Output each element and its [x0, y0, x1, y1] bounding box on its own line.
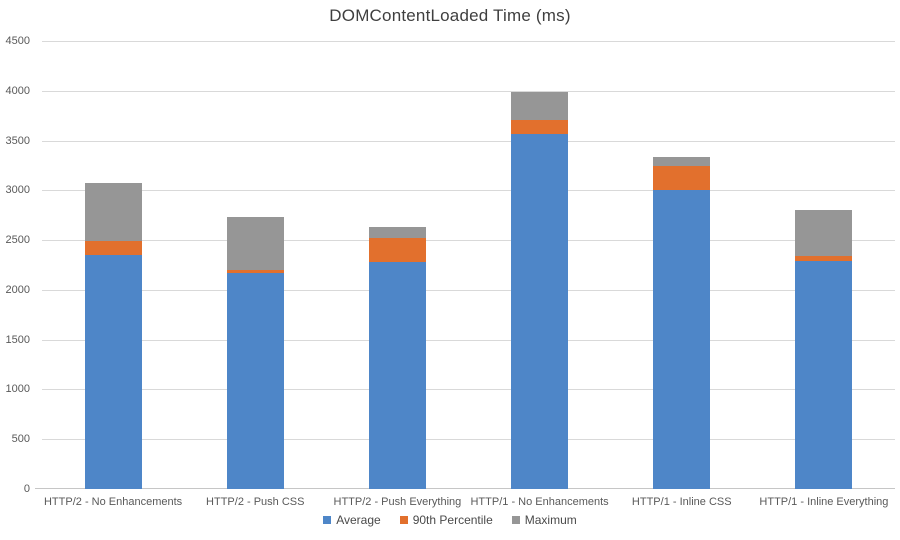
- chart-title: DOMContentLoaded Time (ms): [329, 6, 571, 25]
- y-tick-label-4000: 4000: [5, 84, 30, 97]
- bar-segment-average-3: [368, 262, 426, 489]
- bar-segment-90th-percentile-5: [653, 166, 711, 191]
- bar-segment-average-1: [84, 255, 142, 489]
- y-tick-label-3500: 3500: [5, 134, 30, 147]
- bar-segment-maximum-1: [84, 183, 142, 242]
- y-tick-label-0: 0: [23, 483, 30, 495]
- bar-segment-maximum-5: [653, 156, 711, 167]
- x-axis-line: [35, 488, 895, 489]
- y-tick-label-1500: 1500: [5, 333, 30, 346]
- bar-segment-90th-percentile-2: [226, 269, 284, 273]
- legend-item-maximum: Maximum: [511, 513, 577, 527]
- legend-label: 90th Percentile: [412, 513, 493, 527]
- bar-segment-90th-percentile-6: [795, 256, 853, 262]
- legend-item-average: Average: [323, 513, 381, 527]
- gridline-4000: [42, 90, 895, 92]
- gridline-1000: [42, 389, 895, 391]
- y-tick-label-2500: 2500: [5, 234, 30, 247]
- legend-swatch-icon: [399, 516, 408, 524]
- y-tick-label-2000: 2000: [5, 283, 30, 296]
- gridline-2500: [42, 240, 895, 242]
- legend-label: Maximum: [524, 513, 577, 527]
- chart-legend: Average 90th Percentile Maximum: [0, 513, 900, 527]
- bar-segment-average-5: [653, 190, 711, 489]
- plot-area: [35, 41, 895, 489]
- y-tick-label-1000: 1000: [5, 383, 30, 396]
- bar-segment-maximum-3: [368, 227, 426, 239]
- gridline-4500: [42, 41, 895, 42]
- bar-segment-maximum-6: [795, 210, 853, 257]
- legend-item-90th-percentile: 90th Percentile: [399, 513, 493, 527]
- x-axis-label-5: HTTP/1 - Inline CSS: [631, 496, 732, 508]
- x-axis-label-6: HTTP/1 - Inline Everything: [759, 496, 889, 508]
- x-axis-label-3: HTTP/2 - Push Everything: [333, 496, 462, 508]
- x-axis-label-4: HTTP/1 - No Enhancements: [470, 496, 609, 508]
- gridline-3000: [42, 190, 895, 192]
- bar-segment-average-2: [226, 272, 284, 489]
- legend-swatch-icon: [511, 516, 520, 524]
- bar-segment-90th-percentile-3: [368, 238, 426, 263]
- legend-swatch-icon: [323, 516, 332, 524]
- gridline-500: [42, 439, 895, 441]
- bar-segment-maximum-2: [226, 217, 284, 270]
- x-axis-label-1: HTTP/2 - No Enhancements: [43, 496, 183, 508]
- y-tick-label-500: 500: [11, 433, 30, 446]
- legend-label: Average: [336, 513, 381, 527]
- y-tick-label-4500: 4500: [5, 35, 30, 47]
- gridline-3500: [42, 140, 895, 142]
- bar-segment-90th-percentile-1: [84, 241, 142, 256]
- bar-segment-90th-percentile-4: [511, 119, 569, 134]
- x-axis-label-2: HTTP/2 - Push CSS: [206, 496, 305, 508]
- bar-segment-average-4: [511, 133, 569, 489]
- gridline-2000: [42, 289, 895, 291]
- gridline-1500: [42, 339, 895, 341]
- bar-segment-average-6: [795, 261, 853, 489]
- bar-segment-maximum-4: [511, 91, 569, 120]
- y-tick-label-3000: 3000: [5, 184, 30, 197]
